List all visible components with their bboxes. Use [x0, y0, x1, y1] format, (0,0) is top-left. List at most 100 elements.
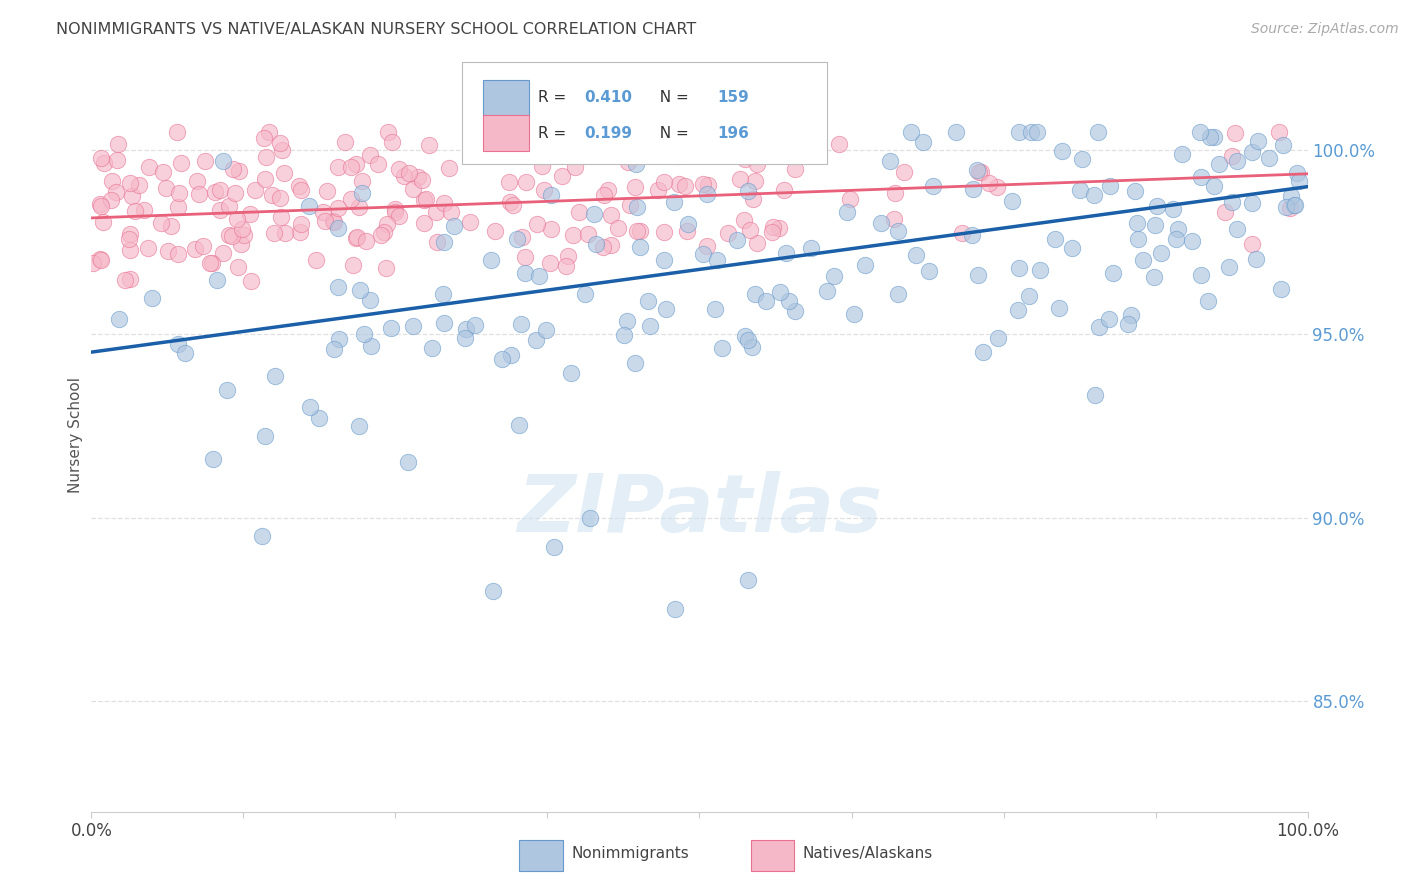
Point — [1163, 202, 1185, 217]
Point — [191, 239, 214, 253]
Point — [561, 228, 583, 243]
Point — [1026, 124, 1049, 138]
Point — [359, 148, 381, 162]
Point — [762, 219, 785, 234]
Point — [1126, 216, 1149, 230]
Point — [117, 232, 139, 246]
Point — [900, 124, 922, 138]
Point — [491, 352, 513, 367]
Point — [136, 241, 159, 255]
Text: N =: N = — [650, 90, 693, 105]
Point — [425, 205, 447, 219]
Point — [254, 429, 277, 443]
Point — [1240, 145, 1263, 160]
Point — [1181, 235, 1204, 249]
Point — [879, 154, 901, 169]
Point — [420, 341, 443, 355]
Point — [737, 333, 759, 347]
Point — [769, 285, 792, 300]
Point — [728, 171, 751, 186]
Point — [717, 226, 740, 240]
Point — [218, 199, 240, 213]
Point — [526, 217, 548, 231]
Point — [1225, 126, 1247, 140]
Point — [742, 192, 765, 206]
Point — [626, 224, 648, 238]
Point — [194, 154, 217, 169]
Point — [513, 266, 536, 280]
Point — [1069, 183, 1091, 197]
Text: 0.199: 0.199 — [583, 126, 631, 141]
Point — [402, 318, 425, 333]
Point — [883, 212, 905, 227]
Point — [443, 219, 465, 234]
Point — [1199, 130, 1222, 145]
Point — [664, 602, 686, 616]
Point — [1144, 219, 1167, 233]
Point — [342, 258, 364, 272]
Point — [288, 225, 311, 239]
Point — [1272, 138, 1295, 153]
Point — [1008, 261, 1031, 276]
Point — [128, 178, 150, 192]
Point — [568, 204, 591, 219]
Point — [1116, 318, 1139, 332]
Point — [460, 215, 482, 229]
Point — [967, 268, 990, 282]
Point — [138, 160, 160, 174]
Point — [141, 292, 163, 306]
Point — [238, 207, 260, 221]
Point — [676, 224, 699, 238]
Point — [1284, 198, 1306, 212]
Point — [120, 272, 142, 286]
Point — [326, 161, 349, 175]
Point — [783, 162, 806, 177]
Point — [360, 339, 382, 353]
Point — [1197, 293, 1219, 308]
Point — [377, 124, 399, 138]
Point — [734, 328, 756, 343]
Point — [290, 183, 312, 197]
Point — [187, 186, 209, 201]
Point — [1102, 266, 1125, 280]
Point — [527, 268, 550, 283]
Point — [1218, 260, 1240, 275]
Point — [969, 165, 991, 179]
Point — [662, 194, 685, 209]
Point — [839, 192, 862, 206]
Point — [706, 146, 728, 161]
Point — [1018, 289, 1040, 303]
Point — [837, 205, 859, 219]
Point — [510, 317, 533, 331]
Point — [184, 242, 207, 256]
Point — [775, 246, 797, 260]
Point — [454, 331, 477, 345]
Point — [972, 345, 994, 359]
Point — [1270, 282, 1292, 296]
Point — [853, 258, 876, 272]
Point — [1226, 222, 1249, 236]
Point — [905, 248, 928, 262]
Point — [152, 165, 174, 179]
Point — [105, 153, 128, 167]
Point — [1204, 130, 1226, 145]
Point — [433, 235, 456, 250]
Point — [118, 227, 141, 242]
Point — [290, 217, 312, 231]
Point — [384, 202, 406, 216]
Point — [1123, 184, 1146, 198]
Point — [564, 143, 586, 157]
Point — [696, 187, 718, 202]
Point — [479, 252, 502, 267]
Point — [243, 183, 266, 197]
Point — [1288, 174, 1310, 188]
Point — [375, 260, 398, 275]
Point — [1220, 148, 1243, 162]
Point — [1268, 124, 1291, 138]
Point — [987, 331, 1010, 345]
Point — [322, 214, 344, 228]
Point — [167, 186, 190, 200]
Text: N =: N = — [650, 126, 693, 141]
Text: 159: 159 — [717, 90, 749, 105]
Point — [1282, 198, 1305, 212]
